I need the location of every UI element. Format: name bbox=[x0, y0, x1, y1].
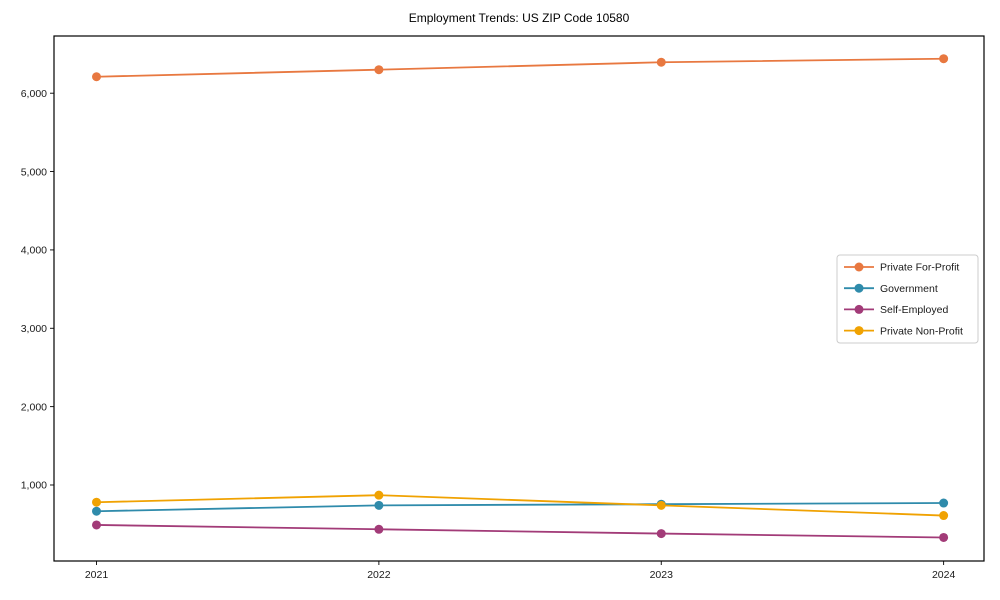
legend-label: Self-Employed bbox=[880, 304, 948, 316]
series-line-self-employed bbox=[95, 524, 945, 539]
legend: Private For-Profit Government Self-Employe… bbox=[836, 254, 979, 344]
series-line-private-for-profit bbox=[95, 57, 945, 78]
data-point-government bbox=[92, 506, 102, 516]
legend-item: Private Non-Profit bbox=[844, 325, 963, 337]
legend-item: Government bbox=[844, 283, 938, 295]
legend-label: Private For-Profit bbox=[880, 262, 959, 274]
data-point-private-for-profit bbox=[939, 54, 949, 64]
data-point-self-employed bbox=[92, 520, 102, 530]
x-tick-label: 2023 bbox=[650, 569, 674, 581]
data-point-private-for-profit bbox=[374, 65, 384, 75]
legend-marker-icon bbox=[854, 262, 864, 272]
y-tick-label: 4,000 bbox=[21, 245, 47, 257]
legend-label: Government bbox=[880, 283, 938, 295]
legend-marker-icon bbox=[854, 304, 864, 314]
legend-marker-icon bbox=[854, 283, 864, 293]
data-point-private-non-profit bbox=[374, 490, 384, 500]
y-tick-label: 5,000 bbox=[21, 166, 47, 178]
series-line-private-non-profit bbox=[95, 494, 945, 517]
x-tick-label: 2022 bbox=[367, 569, 391, 581]
data-point-government bbox=[374, 500, 384, 510]
legend-item: Private For-Profit bbox=[844, 262, 959, 274]
data-point-private-non-profit bbox=[939, 511, 949, 521]
y-tick-label: 3,000 bbox=[21, 323, 47, 335]
legend-label: Private Non-Profit bbox=[880, 325, 963, 337]
y-tick-label: 6,000 bbox=[21, 88, 47, 100]
data-point-private-non-profit bbox=[92, 497, 102, 507]
x-tick-label: 2021 bbox=[85, 569, 109, 581]
x-tick-label: 2024 bbox=[932, 569, 956, 581]
data-point-private-non-profit bbox=[656, 500, 666, 510]
plot-area bbox=[53, 35, 985, 562]
y-tick-label: 1,000 bbox=[21, 480, 47, 492]
chart-title: Employment Trends: US ZIP Code 10580 bbox=[408, 11, 630, 25]
data-point-self-employed bbox=[939, 532, 949, 542]
series-line-government bbox=[95, 502, 945, 513]
data-point-private-for-profit bbox=[656, 57, 666, 67]
y-tick-label: 2,000 bbox=[21, 401, 47, 413]
legend-item: Self-Employed bbox=[844, 304, 948, 316]
data-point-self-employed bbox=[374, 524, 384, 534]
data-point-government bbox=[939, 498, 949, 508]
data-point-private-for-profit bbox=[92, 72, 102, 82]
legend-marker-icon bbox=[854, 326, 864, 336]
legend-frame bbox=[836, 254, 979, 344]
data-point-self-employed bbox=[656, 529, 666, 539]
